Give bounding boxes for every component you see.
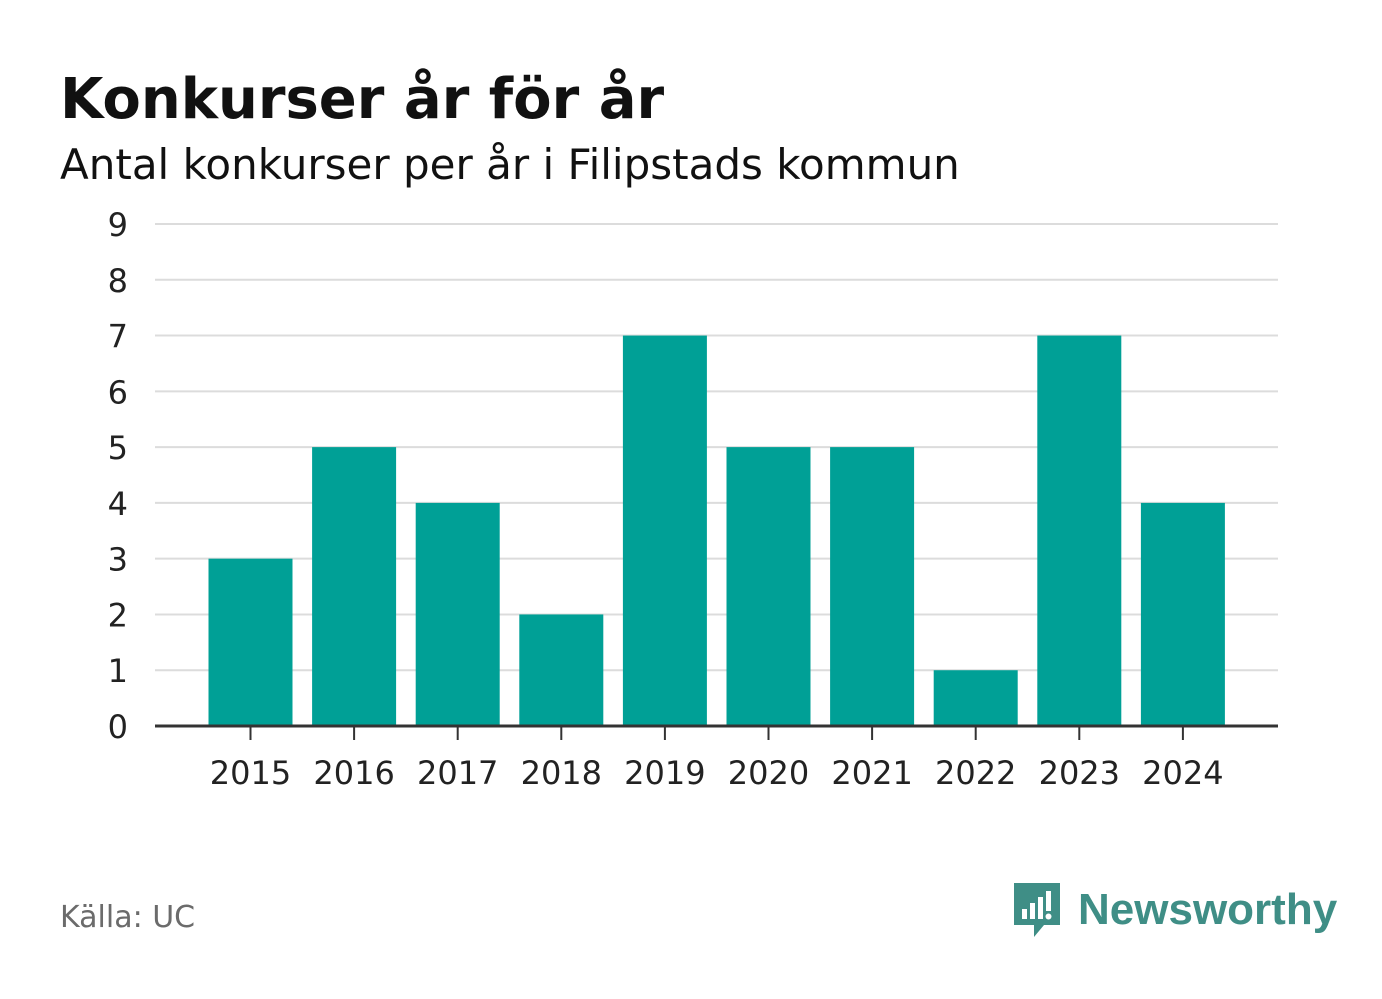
x-tick-label: 2015 (210, 754, 291, 792)
newsworthy-logo-icon (1014, 883, 1060, 937)
x-tick-label: 2017 (417, 754, 498, 792)
source-note: Källa: UC (60, 900, 196, 935)
x-tick-label: 2020 (728, 754, 809, 792)
x-tick-label: 2024 (1142, 754, 1223, 792)
bar-2022 (933, 670, 1018, 726)
y-tick-label: 8 (108, 262, 128, 300)
bar-2024 (1140, 502, 1225, 726)
x-tick-label: 2021 (831, 754, 912, 792)
chart-subtitle: Antal konkurser per år i Filipstads komm… (60, 140, 960, 189)
brand-logo: Newsworthy (1010, 878, 1337, 942)
y-tick-label: 0 (108, 708, 128, 746)
y-tick-label: 3 (108, 541, 128, 579)
y-tick-label: 6 (108, 373, 128, 411)
brand-name: Newsworthy (1078, 885, 1338, 934)
x-tick-label: 2016 (313, 754, 394, 792)
chart-title: Konkurser år för år (60, 67, 665, 132)
bar-2018 (519, 614, 604, 726)
bar-2023 (1037, 335, 1122, 726)
x-tick-label: 2023 (1039, 754, 1120, 792)
y-tick-label: 4 (108, 485, 128, 523)
bar-2020 (726, 447, 811, 726)
bar-2016 (312, 447, 397, 726)
bar-2015 (208, 558, 293, 726)
y-tick-label: 9 (108, 206, 128, 244)
bar-2017 (415, 502, 500, 726)
y-tick-label: 1 (108, 652, 128, 690)
bar-2019 (622, 335, 707, 726)
x-tick-label: 2018 (521, 754, 602, 792)
bar-2021 (830, 447, 915, 726)
y-tick-label: 5 (108, 429, 128, 467)
y-tick-label: 7 (108, 318, 128, 356)
x-tick-label: 2022 (935, 754, 1016, 792)
x-tick-label: 2019 (624, 754, 705, 792)
y-tick-label: 2 (108, 596, 128, 634)
